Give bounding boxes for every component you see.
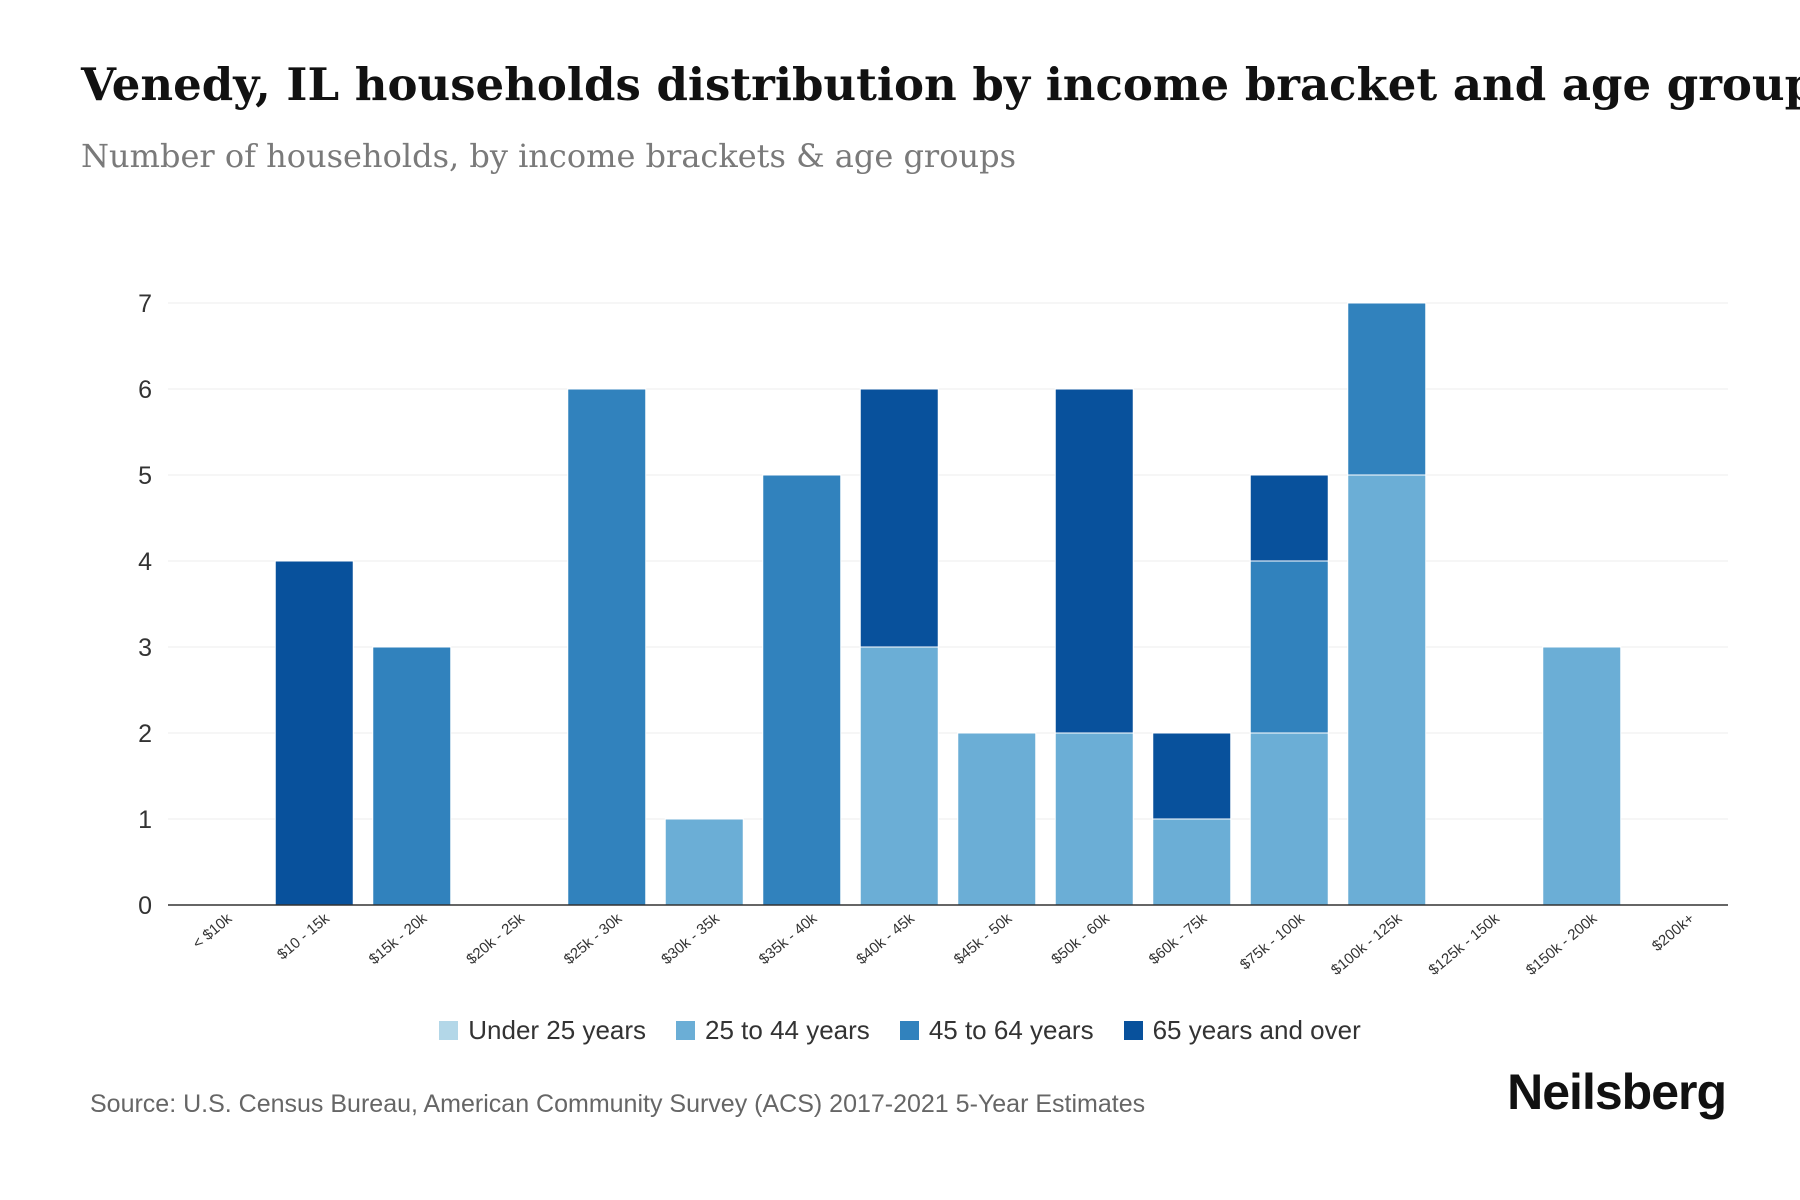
y-tick-label: 2 xyxy=(138,720,152,748)
stacked-bar-chart: 0 1 2 3 4 5 6 7 < $10k $10 - 15k $15k - 20k $20k -… xyxy=(138,290,1728,979)
bar-segment xyxy=(1152,732,1232,820)
y-axis-tick-labels: 0 1 2 3 4 5 6 7 xyxy=(138,290,152,920)
legend-label: 25 to 44 years xyxy=(705,1015,870,1045)
chart-title: Venedy, IL households distribution by in… xyxy=(81,58,1800,111)
legend: Under 25 years 25 to 44 years 45 to 64 yea… xyxy=(0,1015,1800,1046)
legend-swatch xyxy=(439,1021,459,1040)
bar-segment xyxy=(1542,646,1622,906)
bar-segment xyxy=(1249,560,1329,734)
legend-item: 45 to 64 years xyxy=(899,1015,1094,1046)
y-tick-label: 6 xyxy=(138,376,152,404)
bar-segment xyxy=(1249,732,1329,906)
legend-item: Under 25 years xyxy=(439,1015,646,1046)
legend-label: 45 to 64 years xyxy=(928,1015,1094,1045)
source-note: Source: U.S. Census Bureau, American Com… xyxy=(90,1090,1146,1118)
bar-segment xyxy=(567,388,647,906)
x-tick-label: $30k - 35k xyxy=(658,910,723,968)
x-tick-label: $150k - 200k xyxy=(1523,910,1601,979)
legend-swatch xyxy=(899,1021,919,1040)
x-tick-label: $20k - 25k xyxy=(463,910,528,968)
legend-swatch xyxy=(676,1021,696,1040)
y-tick-label: 4 xyxy=(138,548,152,576)
legend-swatch xyxy=(1123,1021,1143,1040)
bar-segment xyxy=(274,560,354,906)
bar-segment xyxy=(664,818,744,906)
bar-segment xyxy=(1054,388,1134,734)
legend-item: 65 years and over xyxy=(1123,1015,1361,1046)
x-tick-label: $45k - 50k xyxy=(951,910,1016,968)
bar-segment xyxy=(1152,818,1232,906)
bar-segment xyxy=(957,732,1037,906)
x-tick-label: $10 - 15k xyxy=(274,910,333,964)
x-tick-label: $100k - 125k xyxy=(1328,910,1406,979)
x-tick-label: $40k - 45k xyxy=(853,910,918,968)
x-tick-label: $50k - 60k xyxy=(1048,910,1113,968)
bar-segment xyxy=(372,646,452,906)
chart-subtitle: Number of households, by income brackets… xyxy=(81,137,1016,175)
bar-segment xyxy=(859,646,939,906)
brand-logo: Neilsberg xyxy=(1507,1064,1727,1120)
bar-segment xyxy=(1054,732,1134,906)
bar-segment xyxy=(859,388,939,648)
bar-segment xyxy=(762,474,842,906)
legend-label: Under 25 years xyxy=(468,1015,647,1045)
x-tick-label: $60k - 75k xyxy=(1146,910,1211,968)
x-axis-tick-labels: < $10k $10 - 15k $15k - 20k $20k - 25k $25k … xyxy=(190,910,1698,979)
y-tick-label: 3 xyxy=(138,634,152,662)
bar-segment xyxy=(1347,474,1427,906)
y-tick-label: 0 xyxy=(138,892,152,920)
y-tick-label: 5 xyxy=(138,462,152,490)
y-tick-label: 7 xyxy=(138,290,152,318)
bar-segment xyxy=(1347,302,1427,476)
x-tick-label: < $10k xyxy=(190,910,236,953)
bar-segment xyxy=(1249,474,1329,562)
x-tick-label: $25k - 30k xyxy=(561,910,626,968)
x-tick-label: $15k - 20k xyxy=(366,910,431,968)
x-tick-label: $35k - 40k xyxy=(756,910,821,968)
legend-item: 25 to 44 years xyxy=(676,1015,870,1046)
x-tick-label: $75k - 100k xyxy=(1237,910,1308,974)
y-tick-label: 1 xyxy=(138,806,152,834)
x-tick-label: $200k+ xyxy=(1649,910,1698,955)
x-tick-label: $125k - 150k xyxy=(1425,910,1503,979)
bars xyxy=(274,302,1622,906)
legend-label: 65 years and over xyxy=(1152,1015,1361,1045)
